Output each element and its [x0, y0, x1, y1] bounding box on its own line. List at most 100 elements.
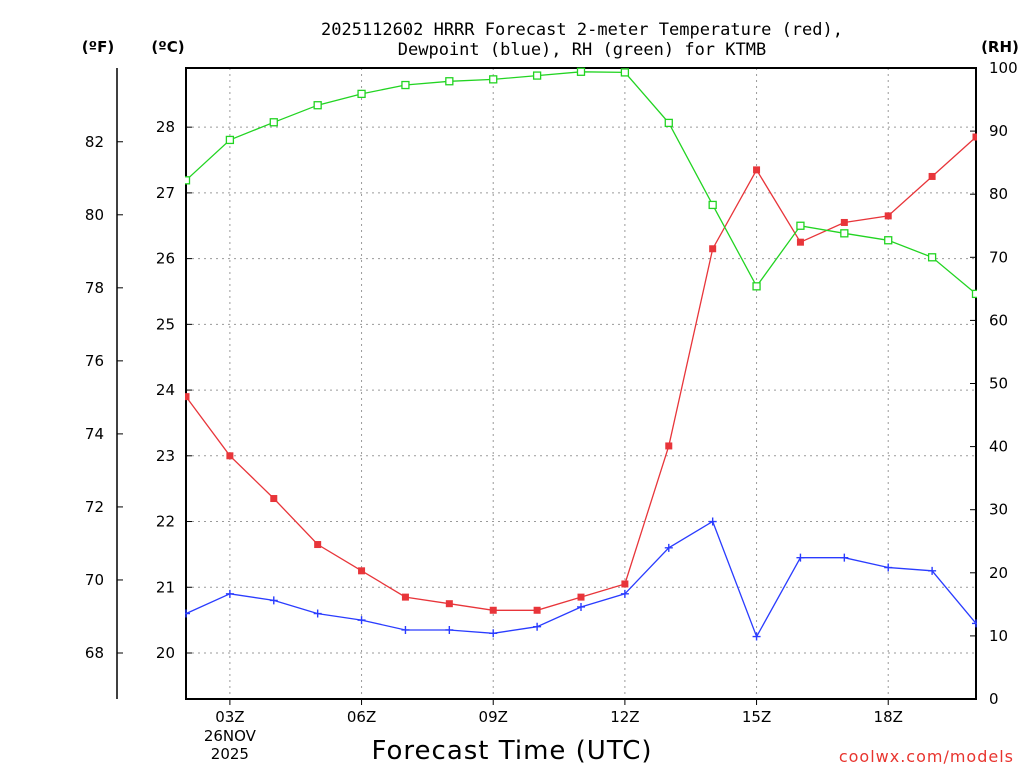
fahrenheit-tick-label: 82: [85, 133, 104, 151]
rh-tick-label: 10: [989, 627, 1008, 645]
2-meter-temperature-point: [840, 218, 848, 226]
dewpoint-point: [445, 625, 454, 634]
dewpoint-point: [533, 622, 542, 631]
celsius-tick-label: 26: [156, 250, 175, 268]
celsius-tick-label: 27: [156, 184, 175, 202]
rh-point: [532, 71, 542, 80]
2-meter-temperature-point: [533, 606, 541, 614]
dewpoint-line: [185, 520, 977, 639]
rh-tick-label: 80: [989, 185, 1008, 203]
dewpoint-point: [620, 589, 629, 598]
rh-tick-label: 20: [989, 564, 1008, 582]
rh-point: [664, 118, 673, 128]
2-meter-temperature-point: [185, 393, 190, 401]
rh-tick-label: 0: [989, 690, 999, 708]
celsius-tick-label: 21: [156, 578, 175, 596]
2-meter-temperature-line: [185, 136, 977, 611]
2-meter-temperature-point: [489, 606, 497, 614]
dewpoint-point: [489, 629, 498, 638]
rh-point: [927, 253, 937, 262]
dewpoint-point: [708, 517, 717, 526]
2-meter-temperature-point: [753, 166, 761, 174]
x-tick-label: 15Z: [742, 708, 771, 726]
2-meter-temperature-point: [621, 580, 629, 588]
x-tick-label: 09Z: [479, 708, 508, 726]
dewpoint-point: [357, 616, 366, 625]
dewpoint-point: [752, 632, 761, 641]
dewpoint-point: [269, 596, 278, 605]
celsius-tick-label: 24: [156, 381, 175, 399]
rh-tick-label: 50: [989, 375, 1008, 393]
2-meter-temperature-point: [709, 245, 717, 253]
dewpoint-point: [225, 589, 234, 598]
rh-point: [620, 68, 630, 77]
celsius-tick-label: 22: [156, 513, 175, 531]
rh-point: [401, 80, 410, 90]
rh-point: [269, 118, 278, 127]
rh-tick-label: 100: [989, 59, 1018, 77]
dewpoint-point: [185, 609, 190, 618]
rh-point: [752, 282, 761, 291]
data-series: [185, 67, 977, 641]
celsius-tick-label: 20: [156, 644, 175, 662]
dewpoint-point: [796, 553, 805, 562]
chart-title-line-1: 2025112602 HRRR Forecast 2-meter Tempera…: [321, 20, 843, 40]
2-meter-temperature-point: [445, 600, 453, 608]
chart-title-line-2: Dewpoint (blue), RH (green) for KTMB: [398, 40, 766, 60]
2-meter-temperature-point: [314, 541, 322, 549]
rh-tick-label: 60: [989, 311, 1008, 329]
rh-point: [840, 229, 849, 238]
dewpoint-point: [928, 566, 937, 575]
rh-tick-label: 70: [989, 248, 1008, 266]
x-tick-label: 03Z: [215, 708, 244, 726]
2-meter-temperature-point: [928, 172, 936, 180]
fahrenheit-tick-label: 74: [85, 425, 104, 443]
rh-tick-label: 90: [989, 122, 1008, 140]
tick-labels: 68 70 72 74 76 78 80 82 20 21 22 23 24 25 26 27 28 0 10 20 3…: [85, 59, 1018, 763]
celsius-axis-unit: (ºC): [151, 38, 184, 56]
rh-line: [185, 71, 977, 295]
dewpoint-point: [401, 625, 410, 634]
x-tick-label: 18Z: [874, 708, 903, 726]
2-meter-temperature-point: [796, 238, 804, 246]
x-tick-date-label: 26NOV: [204, 727, 257, 745]
dewpoint-point: [664, 543, 673, 552]
rh-point: [357, 89, 366, 99]
dewpoint-point: [313, 609, 322, 618]
celsius-tick-label: 25: [156, 315, 175, 333]
celsius-tick-label: 28: [156, 118, 175, 136]
rh-point: [796, 221, 805, 230]
rh-point: [971, 289, 977, 299]
2-meter-temperature-point: [401, 593, 409, 601]
2-meter-temperature-point: [972, 133, 977, 141]
x-tick-date-label: 2025: [211, 745, 249, 763]
2-meter-temperature-point: [884, 212, 892, 220]
axes: [116, 67, 977, 700]
rh-point: [489, 75, 498, 84]
2-meter-temperature-point: [226, 452, 234, 460]
rh-point: [445, 77, 454, 86]
rh-tick-label: 40: [989, 438, 1008, 456]
fahrenheit-axis-unit: (ºF): [82, 38, 114, 56]
fahrenheit-tick-label: 70: [85, 571, 104, 589]
x-tick-label: 06Z: [347, 708, 376, 726]
rh-point: [708, 200, 717, 210]
rh-tick-label: 30: [989, 501, 1008, 519]
dewpoint-point: [840, 553, 849, 562]
credit-text: coolwx.com/models: [839, 747, 1014, 766]
fahrenheit-tick-label: 78: [85, 279, 104, 297]
celsius-tick-label: 23: [156, 447, 175, 465]
fahrenheit-tick-label: 68: [85, 644, 104, 662]
fahrenheit-tick-label: 72: [85, 498, 104, 516]
dewpoint-point: [972, 619, 977, 628]
dewpoint-point: [884, 563, 893, 572]
2-meter-temperature-point: [665, 442, 673, 450]
rh-point: [576, 67, 586, 76]
2-meter-temperature-point: [358, 567, 366, 575]
rh-point: [225, 135, 235, 145]
rh-point: [185, 176, 191, 185]
fahrenheit-tick-label: 76: [85, 352, 104, 370]
rh-point: [884, 236, 893, 245]
rh-axis-unit: (RH): [981, 38, 1019, 56]
